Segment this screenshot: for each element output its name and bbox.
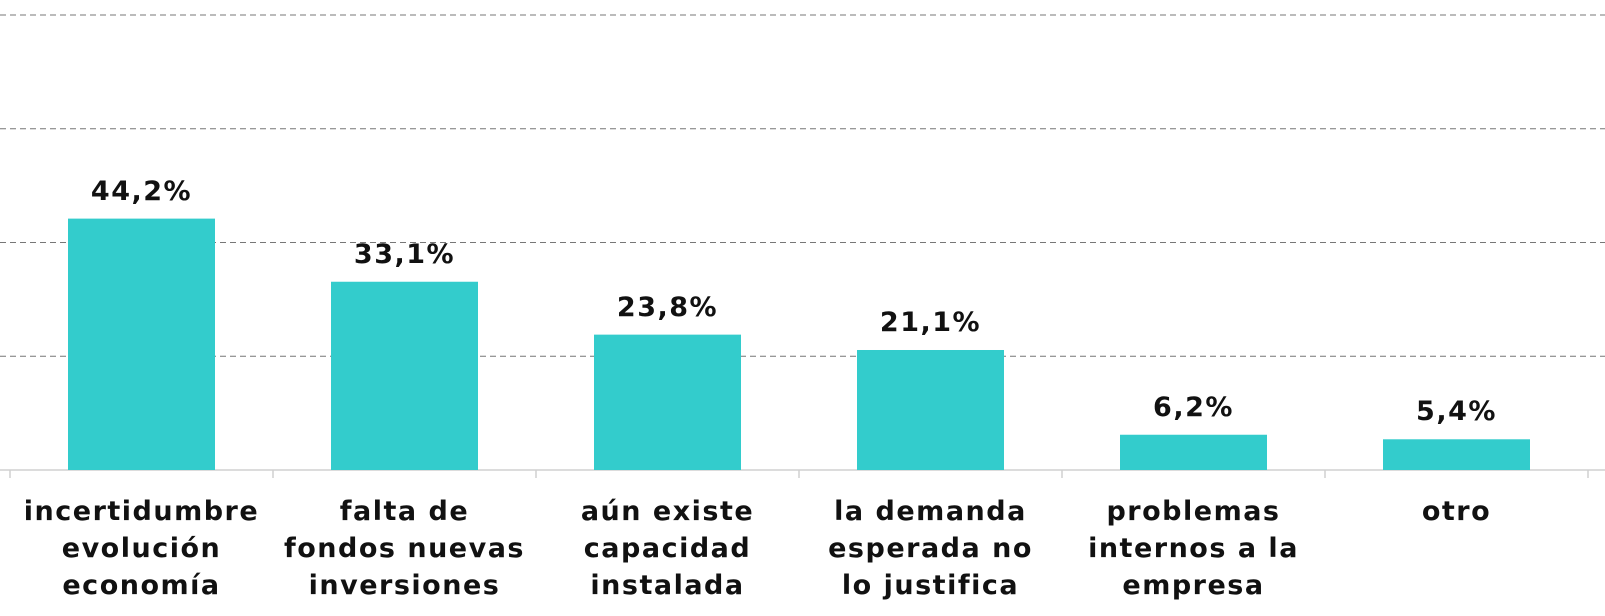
x-tick-label: incertidumbre evolución economía [23, 496, 260, 601]
x-tick-label: la demanda esperada no lo justifica [828, 496, 1033, 601]
value-label: 5,4% [1416, 396, 1497, 428]
x-tick-label: aún existe capacidad instalada [580, 496, 755, 601]
x-tick-label: falta de fondos nuevas inversiones [283, 496, 525, 601]
value-label: 21,1% [879, 306, 982, 338]
bar [594, 334, 741, 470]
value-label: 33,1% [353, 238, 456, 270]
bar [857, 349, 1004, 470]
bar [1120, 434, 1267, 470]
x-tick-label: problemas internos a la empresa [1088, 496, 1299, 601]
x-tick-label: otro [1421, 496, 1492, 527]
bar [68, 218, 215, 470]
bar [1383, 439, 1530, 470]
value-label: 6,2% [1153, 391, 1234, 423]
bar [331, 281, 478, 470]
value-label: 23,8% [616, 291, 719, 323]
value-label: 44,2% [90, 175, 193, 207]
